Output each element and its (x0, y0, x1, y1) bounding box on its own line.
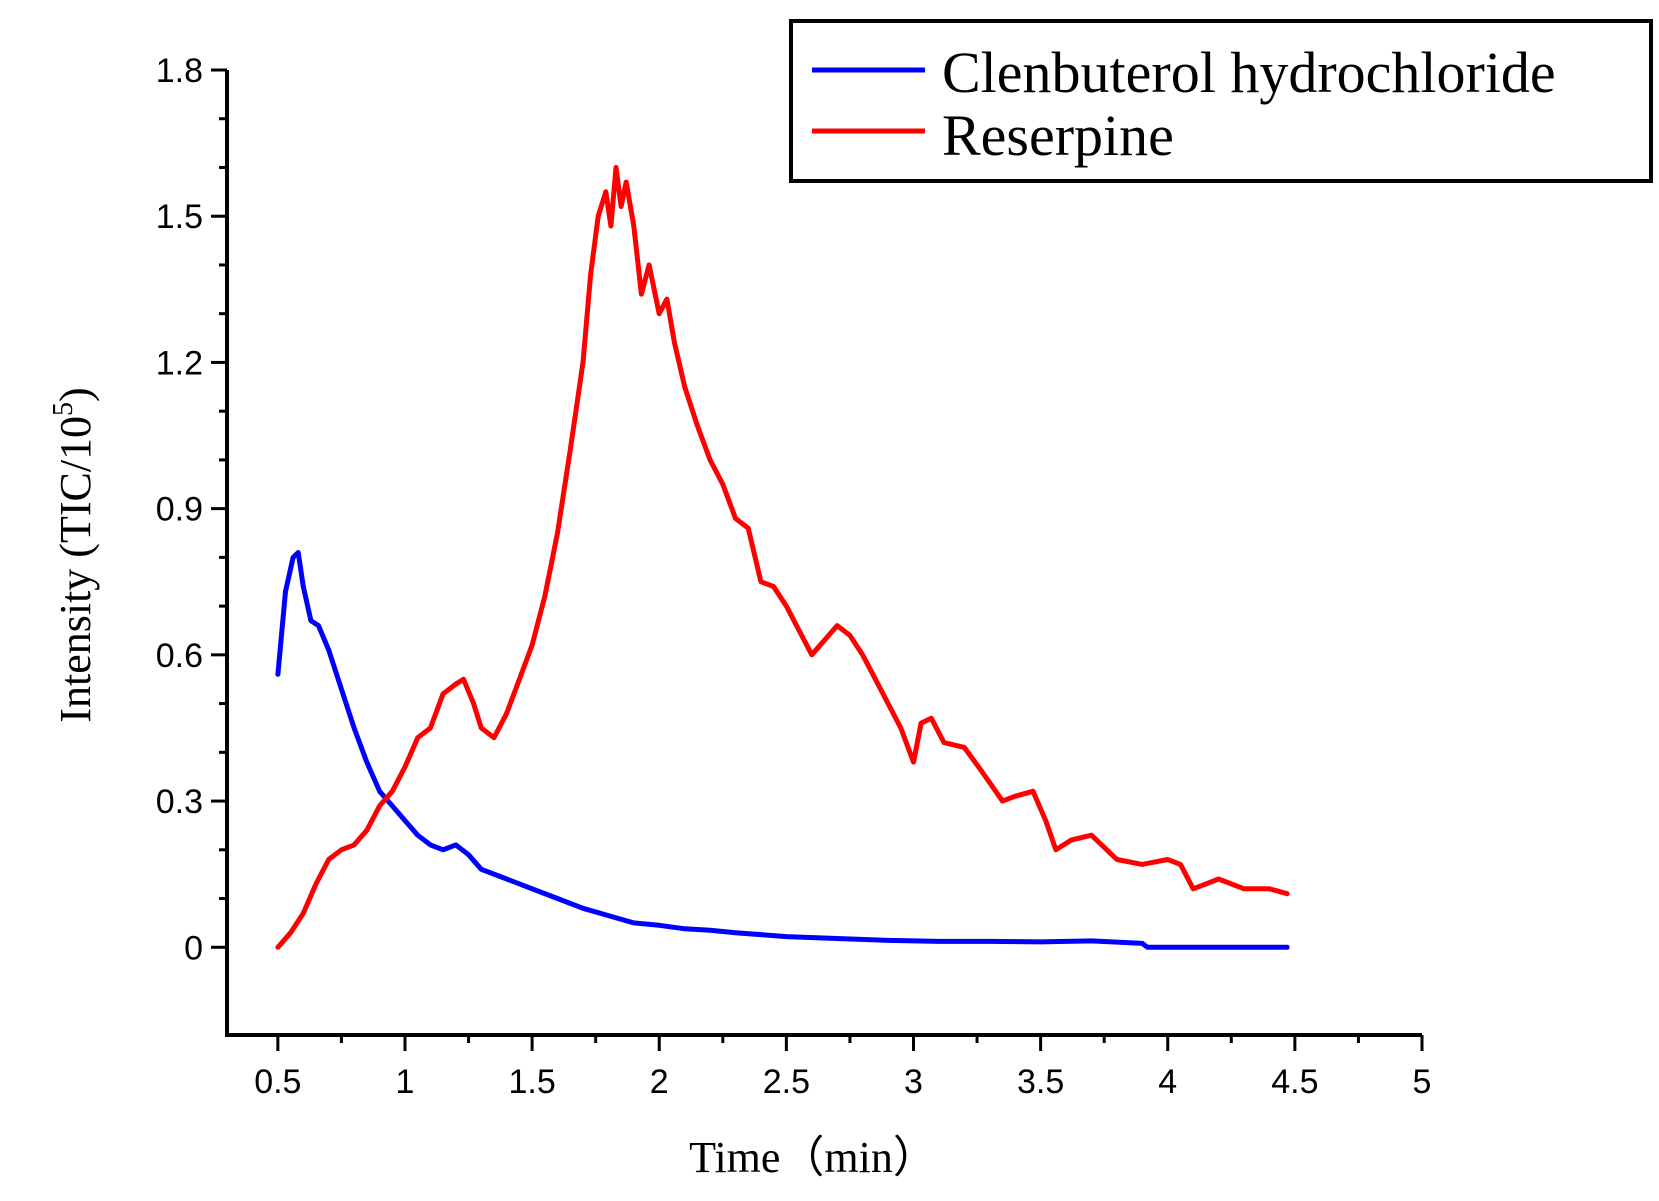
y-ticks: 0 0.3 0.6 0.9 1.2 1.5 1.8 (156, 52, 227, 967)
legend: Clenbuterol hydrochloride Reserpine (789, 19, 1653, 183)
x-axis-title: Time（min） (689, 1133, 937, 1182)
legend-box (789, 19, 1653, 183)
y-tick-label: 0 (184, 929, 203, 967)
x-tick-label: 2.5 (763, 1063, 810, 1101)
x-tick-label: 3 (904, 1063, 923, 1101)
y-axis-title-superscript: 5 (48, 402, 79, 416)
legend-label-reserpine: Reserpine (942, 103, 1174, 168)
x-tick-label: 1 (396, 1063, 415, 1101)
y-tick-label: 1.5 (156, 198, 203, 236)
x-tick-label: 2 (650, 1063, 669, 1101)
series-layer (275, 165, 1290, 950)
y-tick-label: 0.3 (156, 783, 203, 821)
x-tick-label: 4 (1158, 1063, 1177, 1101)
x-tick-label: 0.5 (254, 1063, 301, 1101)
y-tick-label: 1.8 (156, 52, 203, 90)
x-tick-label: 5 (1413, 1063, 1432, 1101)
series-line-clenbuterol (275, 550, 1290, 950)
x-tick-label: 4.5 (1271, 1063, 1318, 1101)
y-axis-title-suffix: ) (51, 387, 100, 402)
x-tick-label: 1.5 (508, 1063, 555, 1101)
y-tick-label: 0.6 (156, 637, 203, 675)
y-tick-label: 0.9 (156, 491, 203, 529)
series-line-reserpine (275, 165, 1290, 950)
y-axis-title: Intensity (TIC/105) (48, 387, 100, 722)
y-axis-title-main: Intensity (TIC/10 (51, 416, 100, 723)
y-tick-label: 1.2 (156, 344, 203, 382)
legend-label-clenbuterol: Clenbuterol hydrochloride (942, 40, 1556, 105)
x-tick-label: 3.5 (1017, 1063, 1064, 1101)
x-ticks: 0.5 1 1.5 2 2.5 3 3.5 4 4.5 5 (254, 1035, 1431, 1101)
